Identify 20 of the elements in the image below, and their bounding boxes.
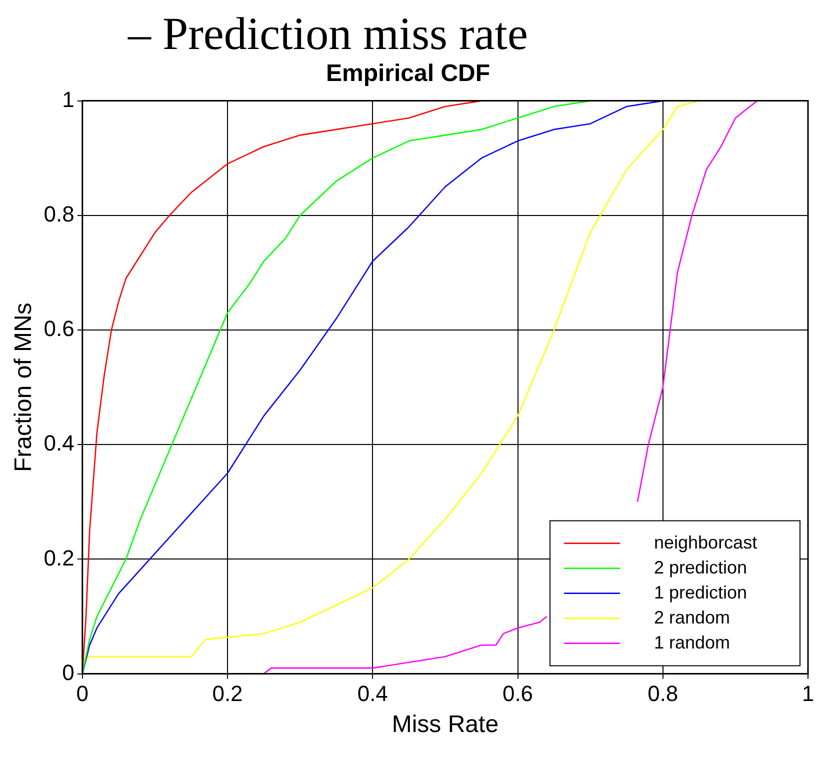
x-tick-label: 0.2 bbox=[212, 681, 243, 706]
chart-title: Empirical CDF bbox=[326, 60, 490, 88]
legend-label: 1 random bbox=[654, 632, 730, 652]
y-tick-label: 0 bbox=[62, 660, 74, 685]
text: – Prediction miss rate bbox=[126, 8, 529, 60]
x-axis-title: Miss Rate bbox=[392, 711, 499, 738]
legend-label: 2 prediction bbox=[654, 557, 748, 578]
y-tick-label: 0.8 bbox=[44, 201, 74, 226]
y-tick-label: 1 bbox=[62, 86, 74, 112]
x-tick-label: 0.4 bbox=[357, 681, 388, 706]
x-tick-label: 1 bbox=[802, 681, 814, 706]
y-tick-label: 0.2 bbox=[44, 545, 74, 570]
x-tick-label: 0.6 bbox=[502, 681, 534, 706]
x-tick-label: 0.8 bbox=[648, 681, 678, 706]
y-tick-label: 0.6 bbox=[44, 316, 74, 342]
legend-label: neighborcast bbox=[654, 532, 758, 552]
legend-label: 1 prediction bbox=[654, 582, 748, 602]
legend-label: 2 random bbox=[654, 607, 730, 628]
y-axis-title: Fraction of MNs bbox=[10, 302, 38, 472]
y-tick-label: 0.4 bbox=[44, 430, 74, 456]
